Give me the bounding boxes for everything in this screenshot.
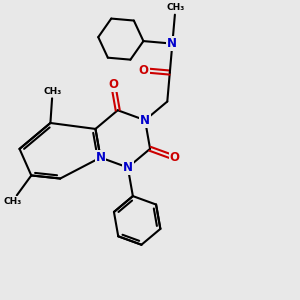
Text: CH₃: CH₃ [44, 87, 62, 96]
Text: O: O [108, 78, 118, 91]
Text: N: N [140, 114, 150, 127]
Text: N: N [167, 37, 177, 50]
Text: N: N [95, 151, 106, 164]
Text: O: O [139, 64, 149, 77]
Text: CH₃: CH₃ [3, 197, 22, 206]
Text: CH₃: CH₃ [167, 3, 184, 12]
Text: O: O [170, 151, 180, 164]
Text: N: N [123, 161, 133, 174]
